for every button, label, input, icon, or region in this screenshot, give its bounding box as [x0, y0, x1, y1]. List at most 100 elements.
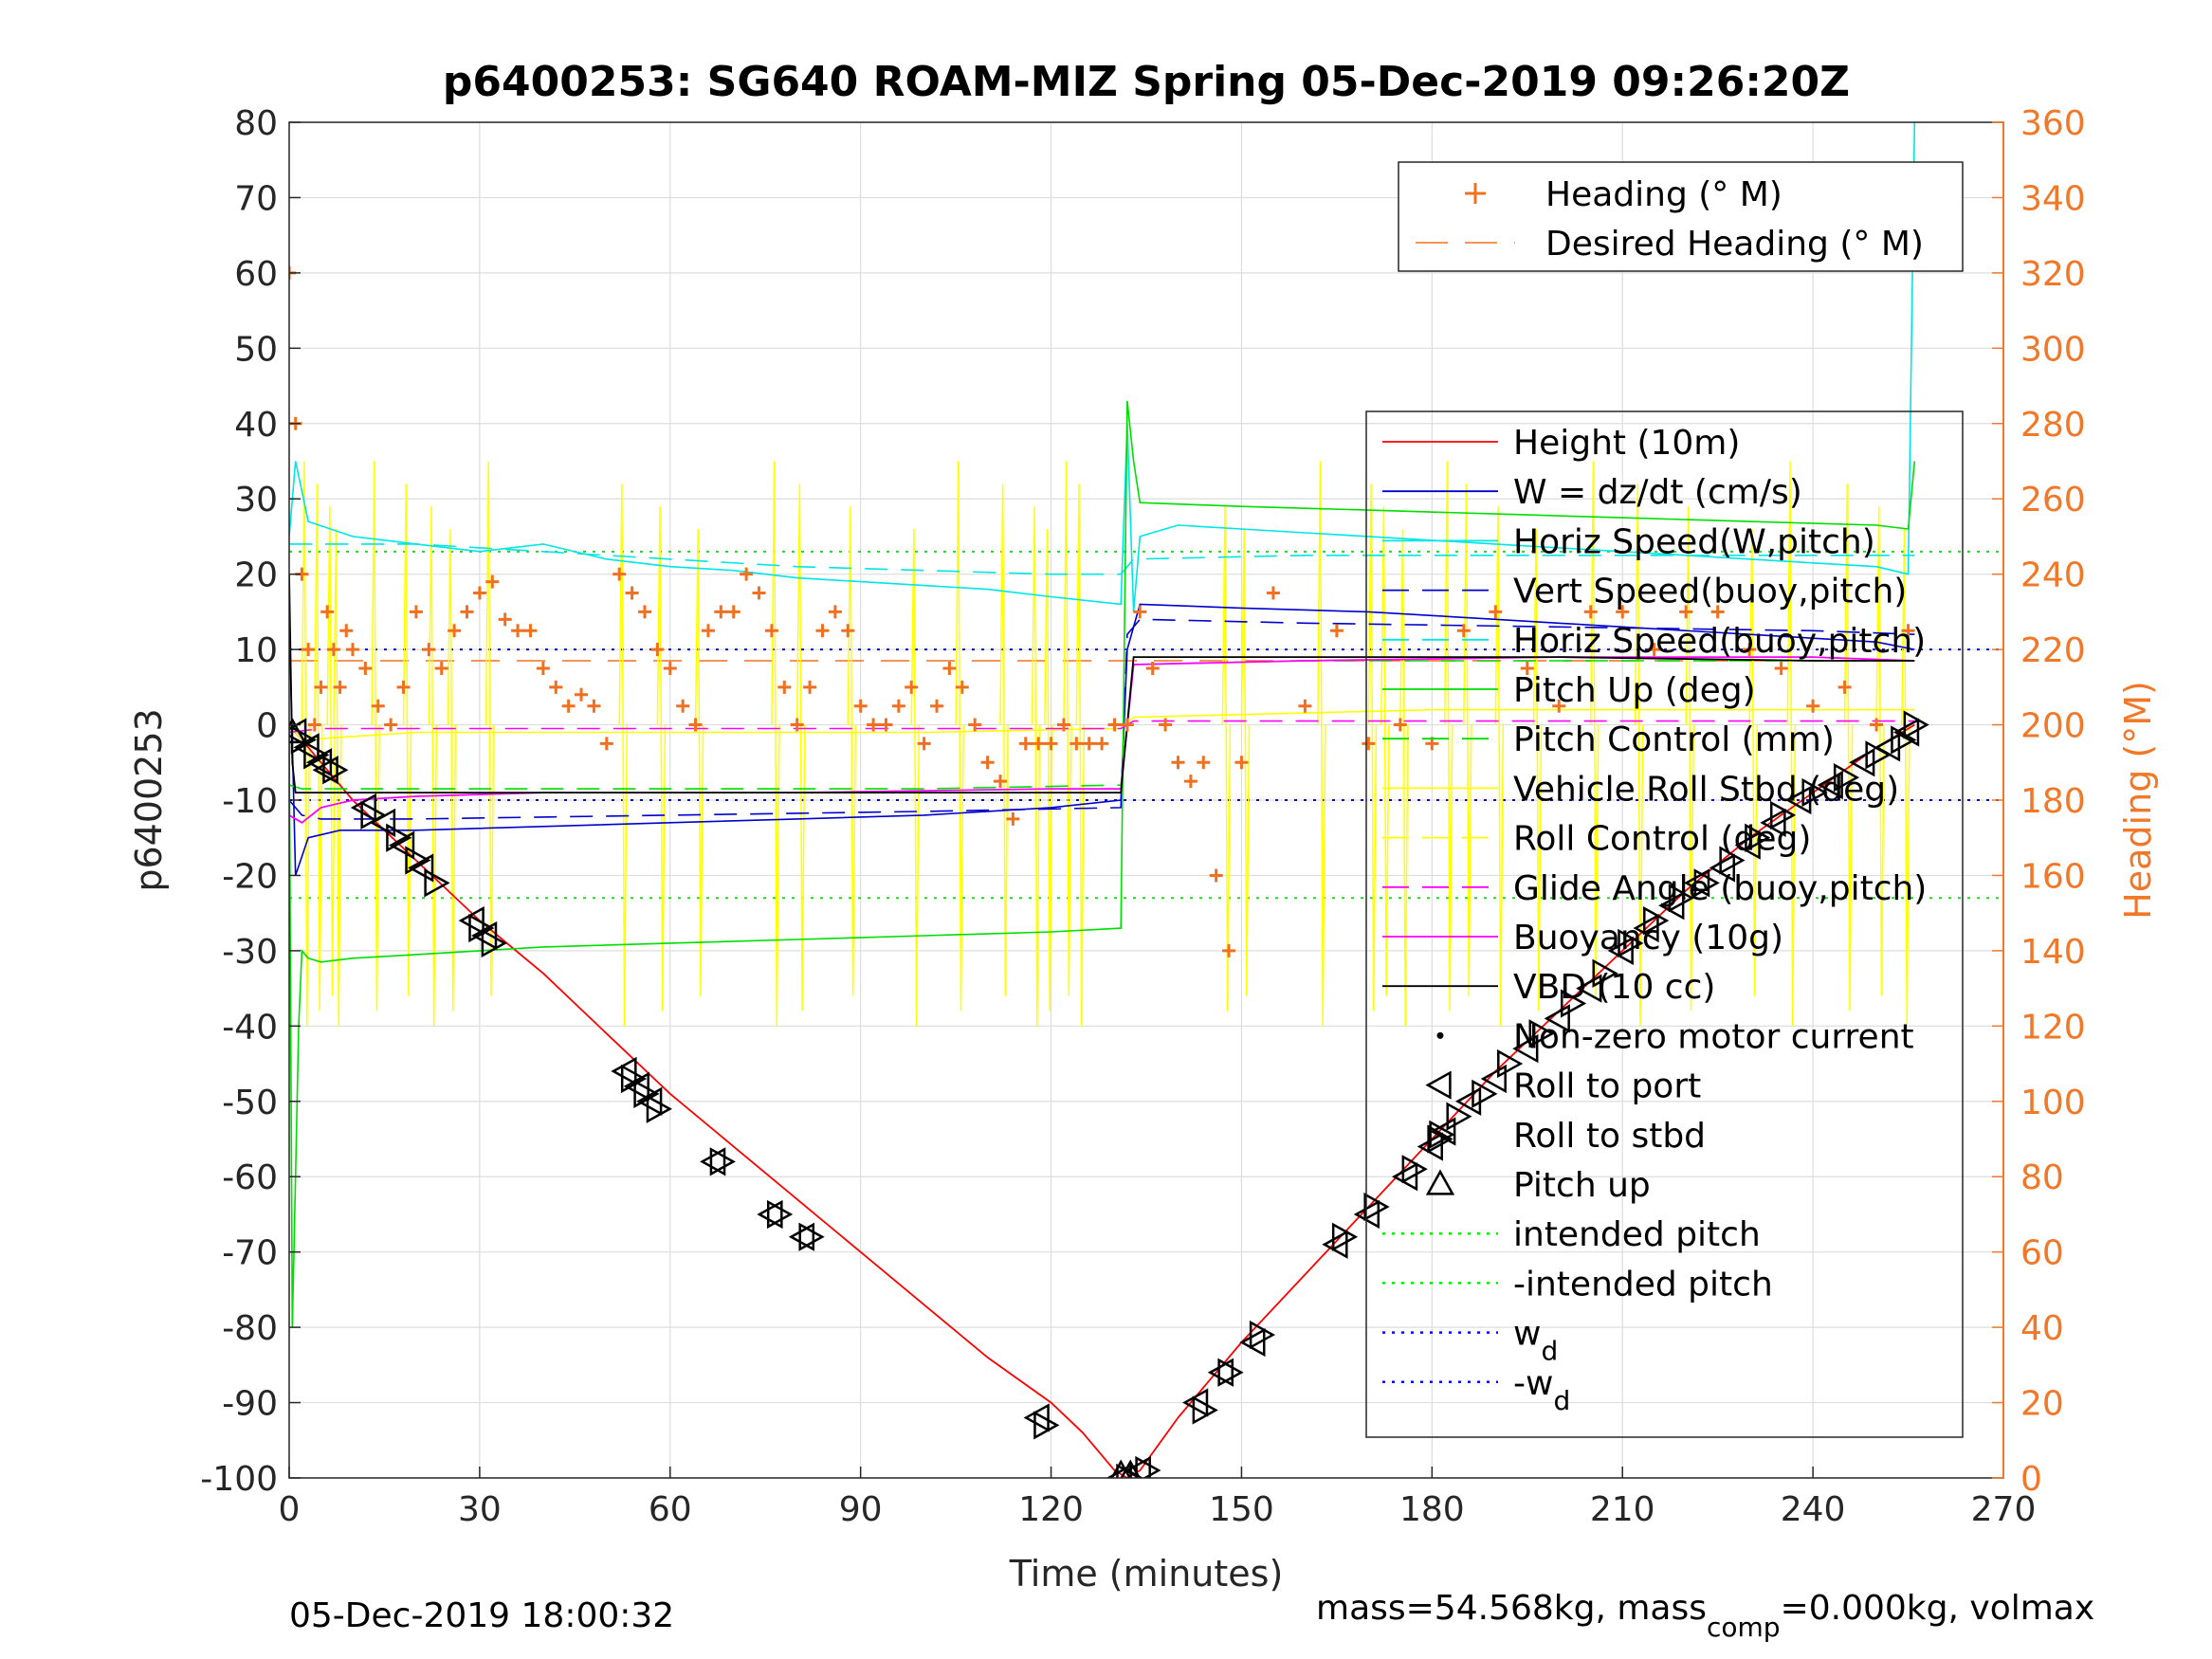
legend-main-label: Pitch Up (deg) [1513, 671, 1756, 710]
legend-main-label-sub: d [1553, 1385, 1570, 1416]
heading-point [803, 680, 817, 694]
heading-point [612, 567, 627, 581]
heading-point [358, 661, 373, 675]
roll-stbd-marker [1472, 1079, 1498, 1108]
heading-point [726, 605, 740, 619]
legend-main-label: Glide Angle (buoy,pitch) [1513, 869, 1927, 908]
series-pitch-up-deg [289, 400, 1916, 1328]
roll-port-marker [1734, 830, 1761, 860]
roll-stbd-marker [303, 740, 330, 770]
series-w-dz-dt-cm-s [289, 603, 1915, 876]
heading-point [523, 624, 538, 638]
heading-point [1222, 943, 1236, 957]
heading-point [701, 624, 715, 638]
roll-stbd-marker [709, 1147, 736, 1176]
roll-stbd-marker [1401, 1155, 1428, 1184]
roll-spike [1634, 483, 1644, 1027]
heading-point [1018, 737, 1033, 751]
heading-point [968, 718, 982, 732]
y-tick-label: -50 [222, 1084, 278, 1122]
legend-main-label-text: Roll to port [1513, 1067, 1701, 1106]
roll-port-marker [1709, 853, 1736, 883]
pitch-up-marker [289, 717, 307, 744]
roll-port-marker [1544, 1004, 1570, 1033]
heading-point [1329, 624, 1344, 638]
legend-main-label: Height (10m) [1513, 424, 1740, 463]
roll-port-marker [611, 1056, 637, 1086]
heading-point [549, 680, 563, 694]
legend-main-label: -intended pitch [1513, 1265, 1773, 1304]
legend-main-label-text: Pitch Control (mm) [1513, 720, 1835, 759]
y-tick-label: -70 [222, 1234, 278, 1273]
y2-tick-label: 20 [2020, 1385, 2064, 1424]
heading-point [409, 605, 423, 619]
roll-spike [1901, 528, 1910, 1027]
roll-port-marker [1684, 868, 1710, 898]
heading-point [1456, 624, 1471, 638]
roll-stbd-marker [1745, 823, 1771, 852]
y2-tick-label: 180 [2020, 782, 2086, 821]
heading-point [1032, 737, 1046, 751]
roll-stbd-marker [620, 1064, 648, 1094]
roll-spike [847, 506, 857, 996]
roll-port-marker [1239, 1327, 1266, 1358]
heading-point [1806, 699, 1820, 713]
y-tick-label: -20 [222, 857, 278, 896]
heading-point [993, 775, 1007, 789]
heading-point [1133, 605, 1147, 619]
roll-port-marker [1512, 1034, 1539, 1064]
heading-point [688, 718, 703, 732]
heading-point [853, 699, 868, 713]
legend-top: Heading (° M) Desired Heading (° M) [1398, 161, 1964, 272]
roll-port-marker [1760, 808, 1786, 837]
legend-main-label-text: Buoyancy (10g) [1513, 919, 1783, 957]
heading-point [1647, 643, 1661, 657]
roll-stbd-marker [405, 846, 431, 875]
roll-spike [371, 461, 380, 1012]
heading-point [307, 718, 321, 732]
heading-point [1197, 756, 1211, 770]
legend-main-label-text: Height (10m) [1513, 424, 1740, 463]
y2-tick-label: 120 [2020, 1008, 2086, 1047]
y-tick-label: 60 [234, 255, 278, 294]
heading-point [637, 605, 651, 619]
roll-spike [1843, 483, 1854, 1012]
legend-top-swatch [1465, 183, 1486, 204]
x-tick-label: 240 [1781, 1490, 1846, 1529]
x-tick-label: 120 [1018, 1490, 1084, 1529]
heading-point [1679, 605, 1693, 619]
y-tick-label: -80 [222, 1309, 278, 1348]
legend-main-label: Roll to stbd [1513, 1117, 1706, 1156]
legend-main-label-text: Horiz Speed(W,pitch) [1513, 522, 1875, 561]
roll-spike [1589, 461, 1600, 996]
y-tick-label: 70 [234, 179, 278, 218]
heading-point [345, 643, 359, 657]
heading-point [1183, 775, 1197, 789]
series-glide-angle-buoy-pitch [289, 720, 1915, 734]
roll-spike [1075, 483, 1086, 1027]
legend-main-label-text: Vert Speed(buoy,pitch) [1513, 573, 1907, 611]
heading-point [561, 699, 576, 713]
roll-port-marker [700, 1147, 726, 1176]
heading-point [1901, 624, 1915, 638]
heading-point [891, 699, 905, 713]
roll-port-marker [1353, 1199, 1380, 1230]
heading-point [1298, 699, 1312, 713]
roll-port-marker [1207, 1358, 1234, 1387]
y2-tick-label: 160 [2020, 857, 2086, 896]
legend-main-label-text: Pitch Up (deg) [1513, 671, 1756, 710]
roll-spike [1463, 483, 1472, 996]
legend-main-label: Horiz Speed(W,pitch) [1513, 522, 1875, 561]
heading-point [1145, 661, 1160, 675]
roll-spike [1367, 483, 1378, 1012]
roll-stbd-marker [1331, 1222, 1359, 1251]
roll-stbd-marker [1528, 1019, 1555, 1048]
legend-main-label: W = dz/dt (cm/s) [1513, 473, 1802, 512]
footer-mass-b: =0.000kg, volmax [1781, 1589, 2095, 1628]
y2-tick-label: 320 [2020, 255, 2086, 294]
legend-main-label-text: Vehicle Roll Stbd (deg) [1513, 770, 1899, 809]
heading-point [460, 605, 474, 619]
heading-point [828, 605, 842, 619]
x-tick-label: 90 [839, 1490, 883, 1529]
roll-spike [910, 528, 921, 1027]
